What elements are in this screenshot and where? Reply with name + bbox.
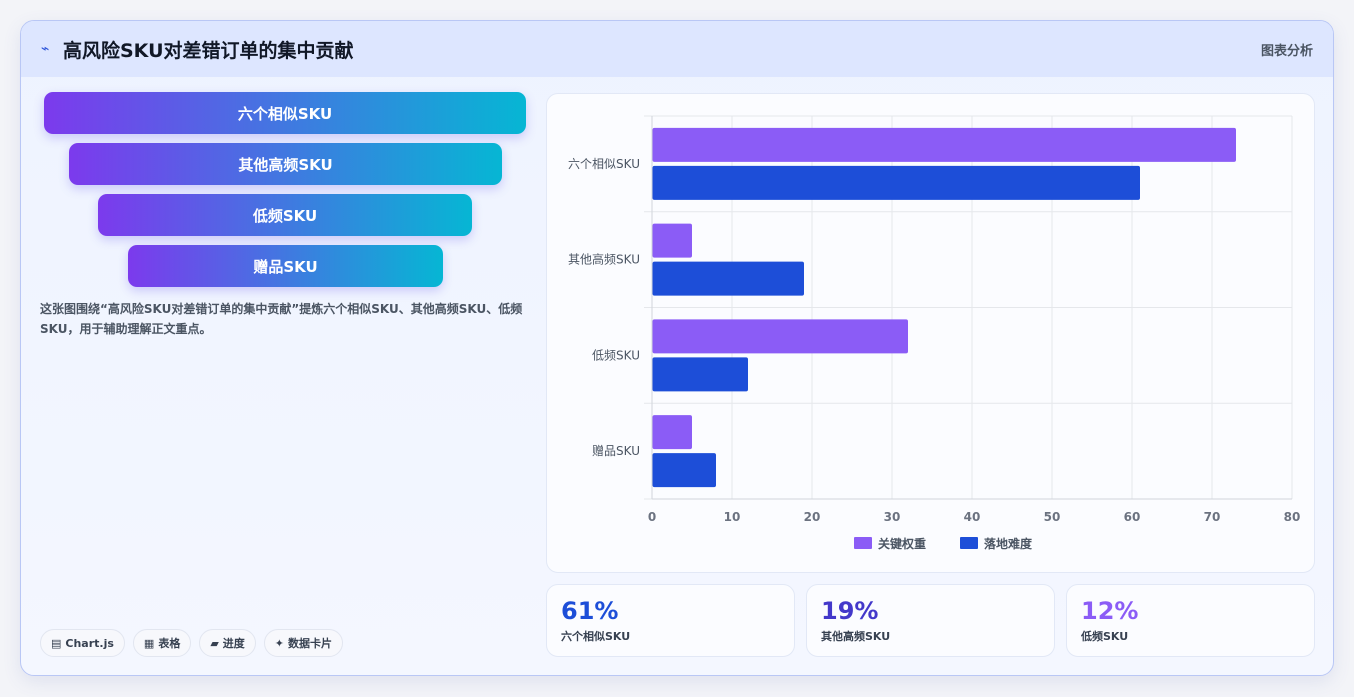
funnel-stage-2: 其他高频SKU: [69, 143, 502, 185]
bar-difficulty: [652, 165, 1140, 200]
chip-data-card[interactable]: ✦ 数据卡片: [263, 629, 344, 657]
stat-label: 六个相似SKU: [561, 630, 631, 643]
stat-card-3: 12% 低频SKU: [1066, 584, 1315, 657]
stat-value: 61%: [561, 597, 619, 625]
x-tick-label: 80: [1284, 510, 1301, 524]
spark-icon: ⌁: [41, 41, 50, 57]
stat-value: 12%: [1081, 597, 1139, 625]
x-tick-label: 20: [804, 510, 821, 524]
page-title: 高风险SKU对差错订单的集中贡献: [63, 39, 354, 62]
y-tick-label: 其他高频SKU: [568, 252, 640, 267]
chip-label: 数据卡片: [288, 637, 333, 650]
bar-difficulty: [652, 261, 804, 296]
chart-icon: ▤: [51, 636, 62, 650]
funnel-stage-label: 低频SKU: [252, 206, 318, 225]
funnel-stage-4: 赠品SKU: [128, 245, 443, 287]
chip-label: 进度: [222, 637, 245, 650]
legend-label: 落地难度: [984, 536, 1033, 551]
bar-key-weight: [652, 223, 692, 258]
feature-chips: ▤ Chart.js ▦ 表格 ▰ 进度 ✦ 数据卡片: [40, 629, 344, 657]
bar-key-weight: [652, 415, 692, 450]
funnel-stage-label: 六个相似SKU: [237, 104, 333, 123]
stat-value: 19%: [821, 597, 879, 625]
chart-card: ⌁ 高风险SKU对差错订单的集中贡献 图表分析 六个相似SKU 其他高频SKU …: [20, 20, 1334, 676]
stat-label: 其他高频SKU: [821, 630, 891, 643]
chart-analysis-tag: 图表分析: [1260, 43, 1313, 59]
y-tick-label: 六个相似SKU: [568, 157, 640, 171]
bar-key-weight: [652, 319, 908, 354]
chip-label: 表格: [158, 637, 181, 650]
stat-card-2: 19% 其他高频SKU: [806, 584, 1055, 657]
progress-icon: ▰: [210, 636, 219, 650]
bar-difficulty: [652, 453, 716, 488]
chip-progress[interactable]: ▰ 进度: [199, 629, 256, 657]
bar-chart-panel: 0 10 20 30 40 50 60 70 80 六个相似SKU 其他高频SKU 低频SKU 赠品SK…: [546, 93, 1315, 573]
funnel-stage-label: 赠品SKU: [253, 257, 318, 276]
chip-chartjs[interactable]: ▤ Chart.js: [40, 629, 125, 657]
stat-card-1: 61% 六个相似SKU: [546, 584, 795, 657]
chip-table[interactable]: ▦ 表格: [132, 629, 192, 657]
card-header: ⌁ 高风险SKU对差错订单的集中贡献 图表分析: [21, 21, 1333, 77]
stat-label: 低频SKU: [1081, 630, 1129, 643]
x-tick-label: 30: [884, 510, 901, 524]
bar-chart: 0 10 20 30 40 50 60 70 80 六个相似SKU 其他高频SKU 低频SKU 赠品SK…: [568, 115, 1301, 551]
y-tick-label: 低频SKU: [592, 348, 640, 362]
table-icon: ▦: [143, 636, 155, 650]
chip-label: Chart.js: [65, 636, 114, 650]
x-tick-label: 70: [1204, 510, 1221, 524]
x-tick-label: 10: [724, 510, 741, 524]
funnel-stage-label: 其他高频SKU: [238, 155, 333, 174]
chart-description: 这张图围绕“高风险SKU对差错订单的集中贡献”提炼六个相似SKU、其他高频SKU…: [40, 302, 523, 336]
x-tick-label: 0: [648, 510, 656, 524]
legend-label: 关键权重: [878, 536, 926, 551]
x-tick-label: 60: [1124, 510, 1141, 524]
bar-difficulty: [652, 357, 748, 392]
y-tick-label: 赠品SKU: [592, 444, 640, 458]
x-tick-label: 50: [1044, 510, 1061, 524]
card-icon: ✦: [274, 636, 285, 650]
funnel-stage-1: 六个相似SKU: [44, 92, 526, 134]
funnel-stage-3: 低频SKU: [98, 194, 472, 236]
x-tick-label: 40: [964, 510, 981, 524]
bar-key-weight: [652, 127, 1236, 162]
legend-swatch: [854, 537, 872, 549]
legend-swatch: [960, 537, 978, 549]
